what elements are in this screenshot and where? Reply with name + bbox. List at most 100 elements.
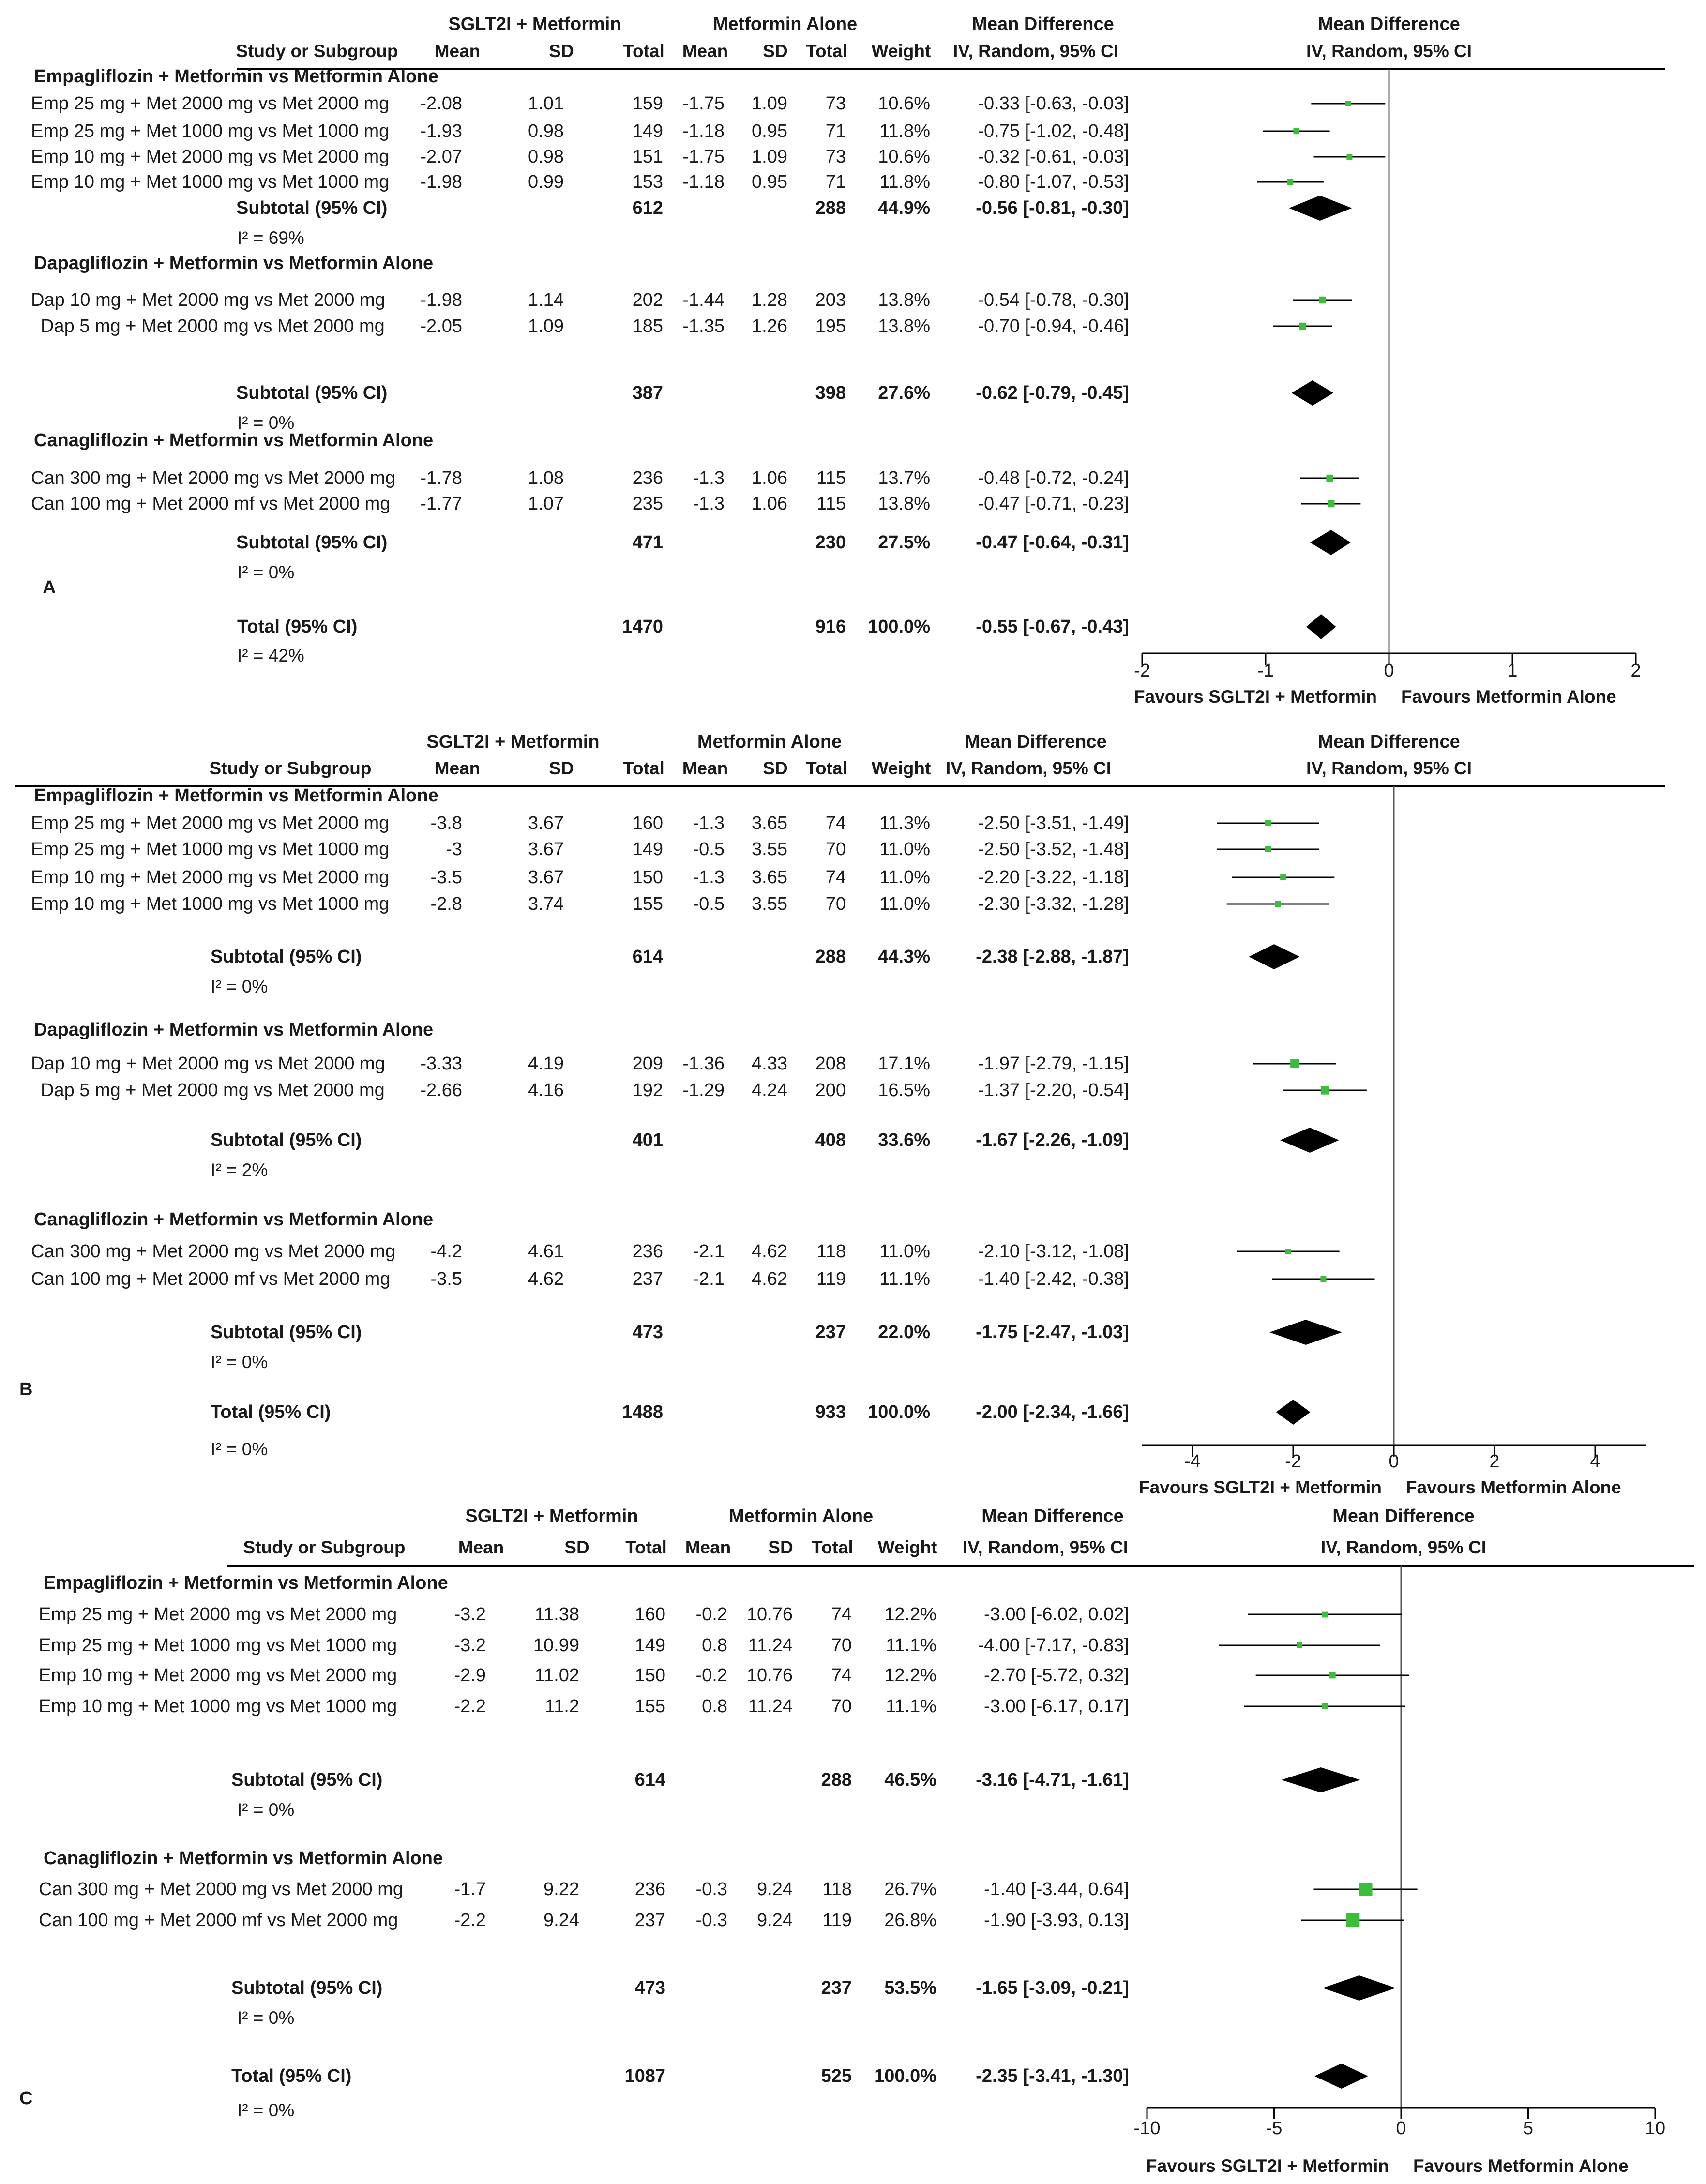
subtotal-label: Subtotal (95% CI) xyxy=(236,198,387,218)
header-sd1: SD xyxy=(549,758,574,778)
mean1-value: -2.2 xyxy=(454,1910,486,1930)
total1-value: 151 xyxy=(633,147,663,167)
ci-value: -0.33 [-0.63, -0.03] xyxy=(978,93,1129,114)
study-name: Emp 25 mg + Met 2000 mg vs Met 2000 mg xyxy=(39,1604,397,1625)
mean1-value: -3.5 xyxy=(431,867,462,888)
subtotal-weight: 46.5% xyxy=(884,1770,936,1790)
sd1-value: 9.22 xyxy=(544,1879,579,1899)
mean1-value: -3.33 xyxy=(420,1054,462,1074)
subtotal-total1: 614 xyxy=(635,1770,665,1790)
total-total1: 1488 xyxy=(622,1402,663,1422)
subtotal-total1: 614 xyxy=(633,947,663,967)
sd1-value: 1.01 xyxy=(528,93,564,114)
study-name: Dap 10 mg + Met 2000 mg vs Met 2000 mg xyxy=(31,290,385,310)
mean2-value: 0.8 xyxy=(702,1696,727,1717)
sd2-value: 1.09 xyxy=(752,93,787,114)
subtotal-label: Subtotal (95% CI) xyxy=(231,1978,382,1998)
header-mean2: Mean xyxy=(685,1537,731,1557)
point-estimate xyxy=(1322,1703,1328,1709)
point-estimate xyxy=(1265,820,1271,826)
x-tick-label: 0 xyxy=(1389,1451,1399,1472)
point-estimate xyxy=(1293,128,1299,135)
forest-panel-a: SGLT2I + Metformin Metformin Alone Mean Di… xyxy=(31,14,1665,707)
sd2-value: 4.33 xyxy=(752,1054,787,1074)
sd2-value: 1.09 xyxy=(752,147,787,167)
total2-value: 115 xyxy=(816,494,846,514)
total-diamond xyxy=(1306,614,1336,639)
header-method: IV, Random, 95% CI xyxy=(946,758,1111,778)
favours-left: Favours SGLT2I + Metformin xyxy=(1146,2156,1389,2176)
header-effect-plot: Mean Difference xyxy=(1332,1506,1475,1526)
ci-value: -0.47 [-0.71, -0.23] xyxy=(978,494,1129,514)
subtotal-total2: 288 xyxy=(815,198,846,218)
header-mean2: Mean xyxy=(682,41,728,61)
header-group2: Metformin Alone xyxy=(697,732,842,752)
sd2-value: 11.24 xyxy=(748,1635,793,1656)
weight-value: 13.8% xyxy=(878,316,930,336)
weight-value: 11.8% xyxy=(879,121,930,141)
subtotal-total1: 473 xyxy=(635,1978,665,1998)
study-name: Emp 25 mg + Met 1000 mg vs Met 1000 mg xyxy=(31,839,389,859)
mean2-value: -1.18 xyxy=(682,121,725,141)
header-total1: Total xyxy=(625,1537,667,1557)
total-label: Total (95% CI) xyxy=(211,1402,331,1422)
ci-value: -1.40 [-3.44, 0.64] xyxy=(984,1879,1129,1899)
sd2-value: 3.55 xyxy=(752,894,787,914)
total2-value: 70 xyxy=(831,1696,852,1717)
subtotal-total1: 471 xyxy=(633,532,663,553)
x-tick-label: 0 xyxy=(1396,2118,1406,2139)
heterogeneity: I² = 0% xyxy=(237,413,294,433)
total1-value: 149 xyxy=(635,1635,665,1656)
mean2-value: -0.5 xyxy=(693,894,725,914)
mean2-value: -0.2 xyxy=(696,1604,727,1625)
mean1-value: -2.2 xyxy=(454,1696,486,1717)
header-group1: SGLT2I + Metformin xyxy=(465,1506,638,1526)
ci-value: -2.20 [-3.22, -1.18] xyxy=(978,867,1129,888)
header-weight: Weight xyxy=(872,758,931,778)
total-heterogeneity: I² = 0% xyxy=(237,2100,294,2120)
mean2-value: -1.35 xyxy=(682,316,725,336)
sd1-value: 4.62 xyxy=(528,1269,564,1289)
total2-value: 71 xyxy=(826,121,846,141)
sd1-value: 1.14 xyxy=(528,290,564,310)
study-name: Can 300 mg + Met 2000 mg vs Met 2000 mg xyxy=(39,1879,403,1899)
sd1-value: 3.74 xyxy=(528,894,564,914)
sd1-value: 1.09 xyxy=(528,316,564,336)
ci-value: -0.32 [-0.61, -0.03] xyxy=(978,147,1129,167)
header-total1: Total xyxy=(623,41,664,61)
total1-value: 160 xyxy=(633,813,663,833)
total1-value: 150 xyxy=(633,867,663,888)
subtotal-total2: 398 xyxy=(815,383,846,403)
point-estimate xyxy=(1320,1086,1329,1095)
subtotal-total1: 387 xyxy=(633,383,663,403)
study-name: Can 100 mg + Met 2000 mf vs Met 2000 mg xyxy=(31,494,390,514)
subtotal-total2: 288 xyxy=(821,1770,852,1790)
subtotal-diamond xyxy=(1269,1320,1342,1345)
study-name: Dap 5 mg + Met 2000 mg vs Met 2000 mg xyxy=(41,1080,385,1100)
mean1-value: -3.2 xyxy=(454,1635,486,1656)
x-tick-label: -2 xyxy=(1285,1451,1301,1472)
point-estimate xyxy=(1346,1913,1360,1928)
header-effect-plot: Mean Difference xyxy=(1318,732,1460,752)
x-tick-label: 0 xyxy=(1384,661,1394,681)
ci-value: -2.30 [-3.32, -1.28] xyxy=(978,894,1129,914)
total2-value: 208 xyxy=(815,1054,846,1074)
total1-value: 236 xyxy=(633,468,663,488)
weight-value: 11.1% xyxy=(879,1269,930,1289)
ci-value: -2.70 [-5.72, 0.32] xyxy=(984,1665,1129,1686)
point-estimate xyxy=(1345,101,1351,106)
header-group1: SGLT2I + Metformin xyxy=(448,14,621,34)
sd1-value: 3.67 xyxy=(528,839,564,859)
point-estimate xyxy=(1322,1611,1328,1618)
total-ci: -2.35 [-3.41, -1.30] xyxy=(976,2066,1129,2086)
total-label: Total (95% CI) xyxy=(237,617,357,637)
weight-value: 11.8% xyxy=(879,172,930,192)
total1-value: 149 xyxy=(633,839,663,859)
x-tick-label: -1 xyxy=(1257,661,1274,681)
subtotal-total2: 237 xyxy=(821,1978,852,1998)
ci-value: -0.80 [-1.07, -0.53] xyxy=(978,172,1129,192)
weight-value: 11.0% xyxy=(879,894,930,914)
point-estimate xyxy=(1285,1249,1291,1254)
heterogeneity: I² = 0% xyxy=(211,1352,268,1372)
total2-value: 200 xyxy=(815,1080,846,1100)
